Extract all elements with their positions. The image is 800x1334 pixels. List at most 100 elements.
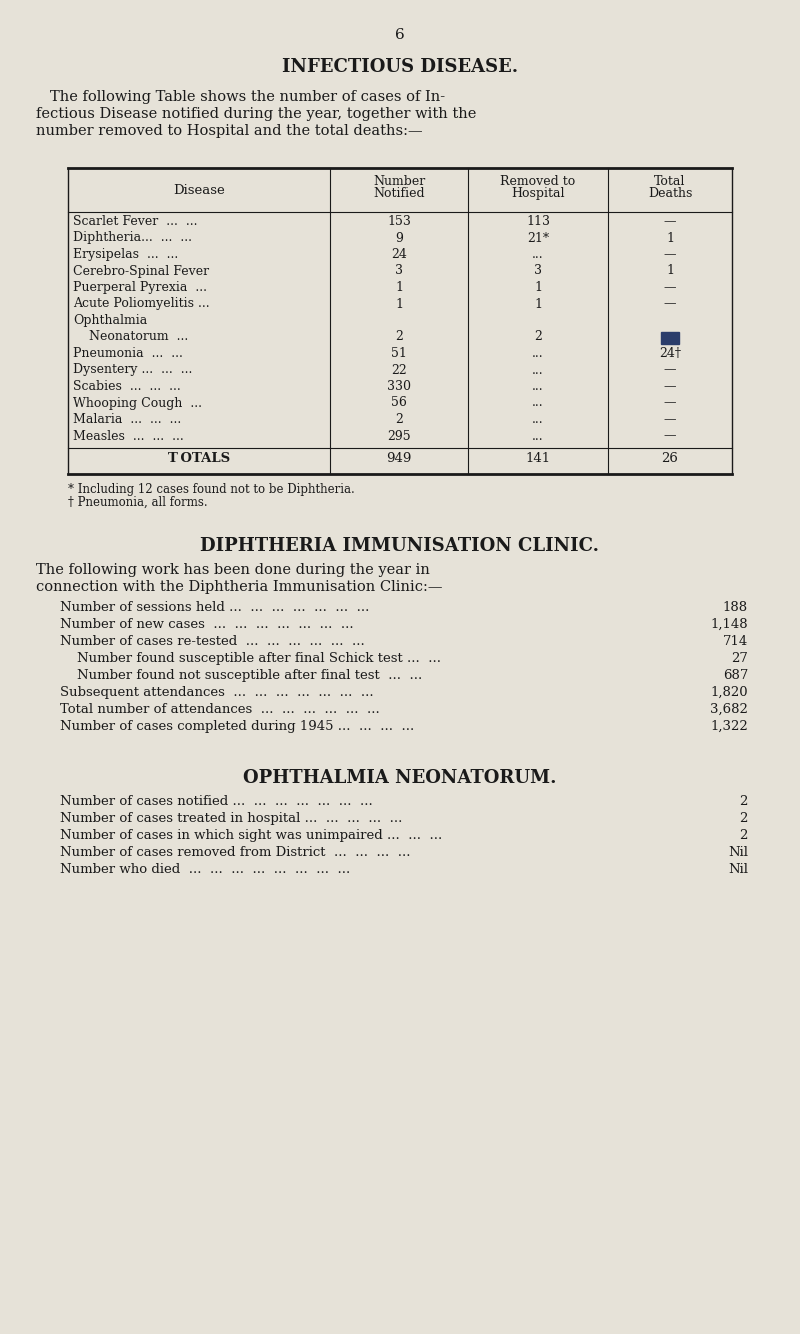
Text: Number of cases re-tested  ...  ...  ...  ...  ...  ...: Number of cases re-tested ... ... ... ..…	[60, 635, 365, 648]
Text: Acute Poliomyelitis ...: Acute Poliomyelitis ...	[73, 297, 210, 311]
Text: Dysentery ...  ...  ...: Dysentery ... ... ...	[73, 363, 192, 376]
Text: 3,682: 3,682	[710, 703, 748, 716]
Text: 2: 2	[534, 331, 542, 343]
Text: 24†: 24†	[659, 347, 681, 360]
Text: 26: 26	[662, 452, 678, 466]
Text: Total: Total	[654, 175, 686, 188]
Bar	[661, 332, 679, 343]
Text: 1: 1	[534, 297, 542, 311]
Text: 24: 24	[391, 248, 407, 261]
Text: ...: ...	[532, 380, 544, 394]
Text: —: —	[664, 281, 676, 293]
Text: 56: 56	[391, 396, 407, 410]
Text: Nil: Nil	[728, 846, 748, 859]
Text: Neonatorum  ...: Neonatorum ...	[73, 331, 188, 343]
Text: T OTALS: T OTALS	[168, 452, 230, 466]
Text: 188: 188	[723, 602, 748, 614]
Text: 1: 1	[395, 297, 403, 311]
Text: The following Table shows the number of cases of In-: The following Table shows the number of …	[50, 89, 445, 104]
Text: † Pneumonia, all forms.: † Pneumonia, all forms.	[68, 496, 208, 510]
Text: 1: 1	[534, 281, 542, 293]
Text: 2: 2	[740, 812, 748, 824]
Text: Erysipelas  ...  ...: Erysipelas ... ...	[73, 248, 178, 261]
Text: DIPHTHERIA IMMUNISATION CLINIC.: DIPHTHERIA IMMUNISATION CLINIC.	[201, 538, 599, 555]
Text: 295: 295	[387, 430, 411, 443]
Text: ...: ...	[532, 363, 544, 376]
Text: —: —	[664, 396, 676, 410]
Text: —: —	[664, 363, 676, 376]
Text: 1,148: 1,148	[710, 618, 748, 631]
Text: Ophthalmia: Ophthalmia	[73, 313, 147, 327]
Text: ...: ...	[532, 414, 544, 426]
Text: ...: ...	[532, 347, 544, 360]
Text: Pneumonia  ...  ...: Pneumonia ... ...	[73, 347, 183, 360]
Text: —: —	[664, 248, 676, 261]
Text: ...: ...	[532, 248, 544, 261]
Text: Cerebro-Spinal Fever: Cerebro-Spinal Fever	[73, 264, 209, 277]
Text: 1: 1	[395, 281, 403, 293]
Text: 2: 2	[740, 795, 748, 808]
Text: Scabies  ...  ...  ...: Scabies ... ... ...	[73, 380, 181, 394]
Text: Nil: Nil	[728, 863, 748, 876]
Text: Hospital: Hospital	[511, 187, 565, 200]
Text: Scarlet Fever  ...  ...: Scarlet Fever ... ...	[73, 215, 198, 228]
Text: Total number of attendances  ...  ...  ...  ...  ...  ...: Total number of attendances ... ... ... …	[60, 703, 380, 716]
Text: 113: 113	[526, 215, 550, 228]
Text: Notified: Notified	[373, 187, 425, 200]
Text: Number of cases completed during 1945 ...  ...  ...  ...: Number of cases completed during 1945 ..…	[60, 720, 414, 732]
Text: Removed to: Removed to	[500, 175, 576, 188]
Text: Puerperal Pyrexia  ...: Puerperal Pyrexia ...	[73, 281, 207, 293]
Text: Subsequent attendances  ...  ...  ...  ...  ...  ...  ...: Subsequent attendances ... ... ... ... .…	[60, 686, 374, 699]
Text: 2: 2	[740, 828, 748, 842]
Text: 714: 714	[722, 635, 748, 648]
Text: Number of sessions held ...  ...  ...  ...  ...  ...  ...: Number of sessions held ... ... ... ... …	[60, 602, 370, 614]
Text: 330: 330	[387, 380, 411, 394]
Text: 27: 27	[731, 652, 748, 666]
Text: * Including 12 cases found not to be Diphtheria.: * Including 12 cases found not to be Dip…	[68, 483, 354, 496]
Text: Number of cases notified ...  ...  ...  ...  ...  ...  ...: Number of cases notified ... ... ... ...…	[60, 795, 373, 808]
Text: Deaths: Deaths	[648, 187, 692, 200]
Text: Number of cases treated in hospital ...  ...  ...  ...  ...: Number of cases treated in hospital ... …	[60, 812, 402, 824]
Text: Malaria  ...  ...  ...: Malaria ... ... ...	[73, 414, 182, 426]
Text: Number of cases removed from District  ...  ...  ...  ...: Number of cases removed from District ..…	[60, 846, 410, 859]
Text: 21*: 21*	[527, 232, 549, 244]
Text: 6: 6	[395, 28, 405, 41]
Text: 153: 153	[387, 215, 411, 228]
Text: 3: 3	[534, 264, 542, 277]
Text: —: —	[664, 430, 676, 443]
Text: OPHTHALMIA NEONATORUM.: OPHTHALMIA NEONATORUM.	[243, 768, 557, 787]
Text: Whooping Cough  ...: Whooping Cough ...	[73, 396, 202, 410]
Text: INFECTIOUS DISEASE.: INFECTIOUS DISEASE.	[282, 57, 518, 76]
Text: —: —	[664, 414, 676, 426]
Text: 1,322: 1,322	[710, 720, 748, 732]
Text: 687: 687	[722, 668, 748, 682]
Text: Measles  ...  ...  ...: Measles ... ... ...	[73, 430, 184, 443]
Text: 949: 949	[386, 452, 412, 466]
Text: 3: 3	[395, 264, 403, 277]
Text: 2: 2	[395, 331, 403, 343]
Text: 141: 141	[526, 452, 550, 466]
Text: Disease: Disease	[173, 184, 225, 197]
Text: —: —	[664, 380, 676, 394]
Text: 1,820: 1,820	[710, 686, 748, 699]
Text: Diphtheria...  ...  ...: Diphtheria... ... ...	[73, 232, 192, 244]
Text: The following work has been done during the year in: The following work has been done during …	[36, 563, 430, 578]
Text: —: —	[664, 297, 676, 311]
Text: connection with the Diphtheria Immunisation Clinic:—: connection with the Diphtheria Immunisat…	[36, 580, 442, 594]
Text: Number found susceptible after final Schick test ...  ...: Number found susceptible after final Sch…	[60, 652, 441, 666]
Text: fectious Disease notified during the year, together with the: fectious Disease notified during the yea…	[36, 107, 476, 121]
Text: 51: 51	[391, 347, 407, 360]
Text: Number who died  ...  ...  ...  ...  ...  ...  ...  ...: Number who died ... ... ... ... ... ... …	[60, 863, 350, 876]
Text: 1: 1	[666, 232, 674, 244]
Text: —: —	[664, 215, 676, 228]
Text: number removed to Hospital and the total deaths:—: number removed to Hospital and the total…	[36, 124, 422, 137]
Text: ...: ...	[532, 430, 544, 443]
Text: Number of cases in which sight was unimpaired ...  ...  ...: Number of cases in which sight was unimp…	[60, 828, 442, 842]
Text: Number: Number	[373, 175, 425, 188]
Text: ...: ...	[532, 396, 544, 410]
Text: 9: 9	[395, 232, 403, 244]
Text: 2: 2	[395, 414, 403, 426]
Text: 22: 22	[391, 363, 407, 376]
Text: Number of new cases  ...  ...  ...  ...  ...  ...  ...: Number of new cases ... ... ... ... ... …	[60, 618, 354, 631]
Text: 1: 1	[666, 264, 674, 277]
